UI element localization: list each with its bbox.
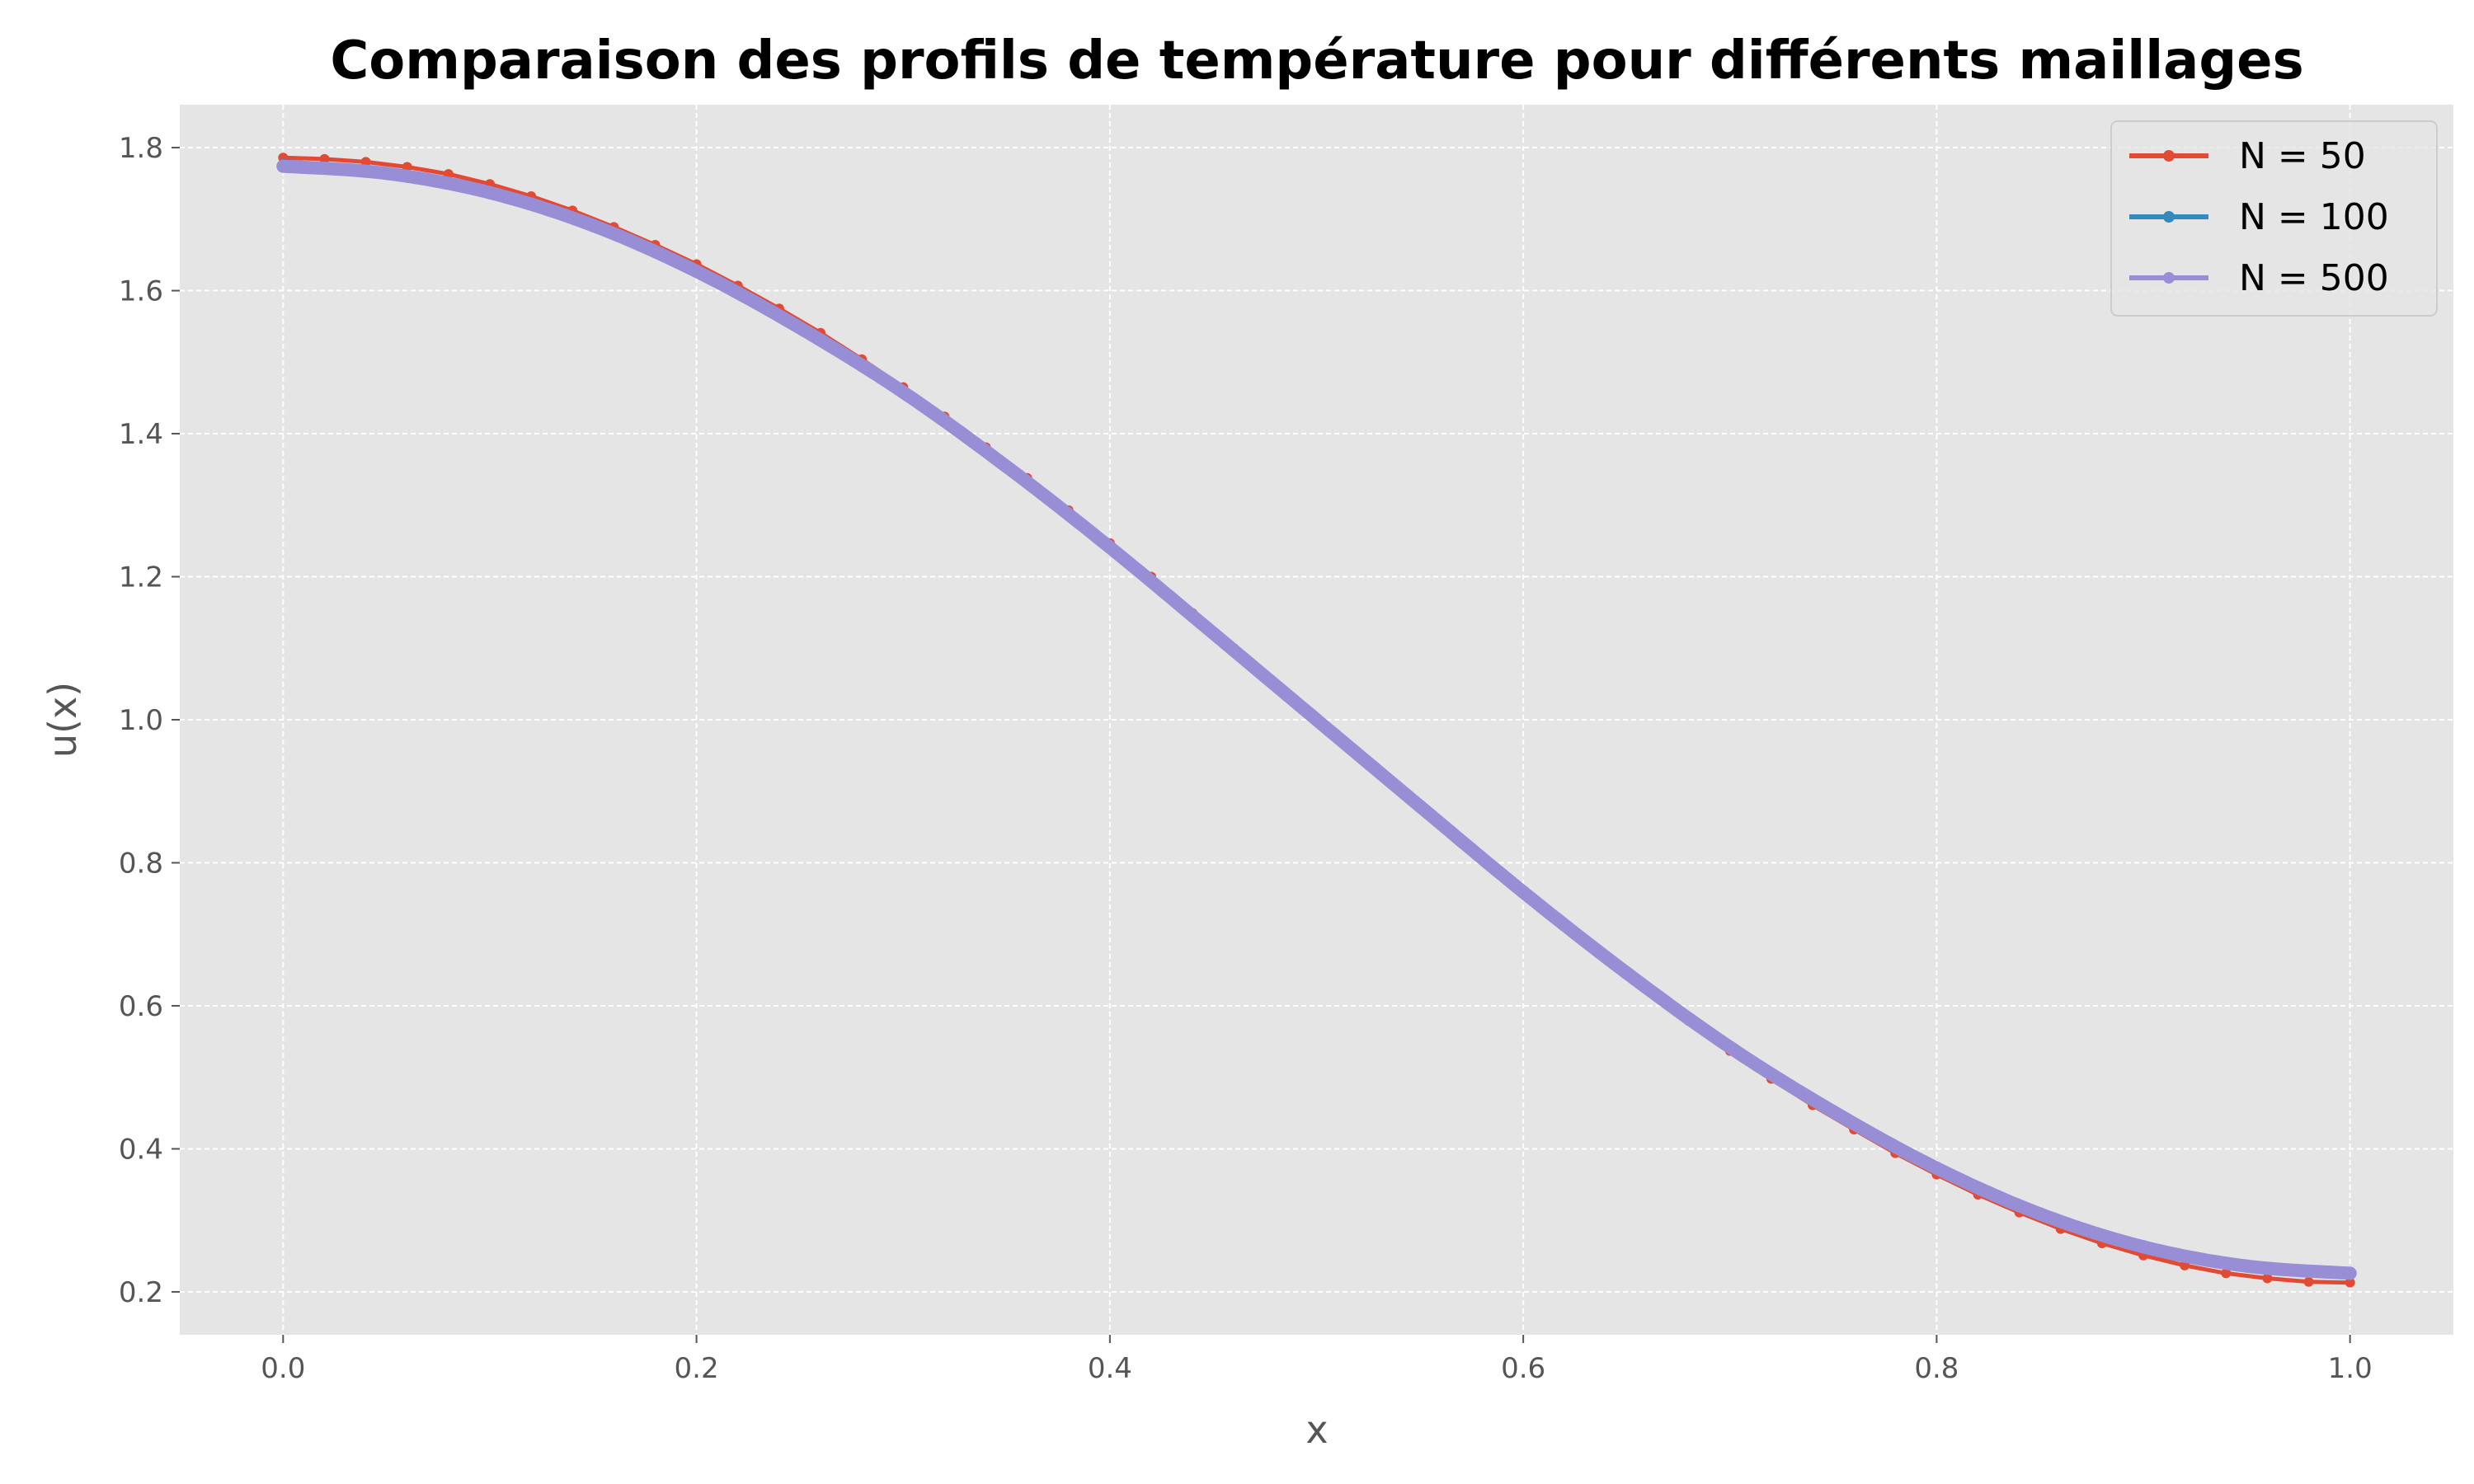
data-point [1103, 540, 1117, 554]
data-point [1206, 627, 1221, 641]
series-group [276, 153, 2357, 1288]
data-point [2240, 1259, 2254, 1273]
series-3 [276, 159, 2357, 1280]
data-point [1620, 966, 1634, 980]
data-point [379, 167, 393, 181]
y-tick-label: 1.2 [119, 561, 163, 594]
data-point [2221, 1268, 2232, 1279]
y-tick-label: 1.6 [119, 275, 163, 308]
legend-marker [2163, 272, 2175, 284]
y-tick-label: 0.2 [119, 1276, 163, 1309]
data-point [586, 218, 600, 232]
legend-label: N = 500 [2239, 257, 2389, 299]
legend-item: N = 100 [2129, 196, 2389, 238]
y-axis-label: u(x) [40, 682, 85, 758]
legend-label: N = 50 [2239, 135, 2366, 177]
x-tick-label: 1.0 [2328, 1352, 2373, 1385]
data-point [999, 459, 1014, 473]
x-tick-label: 0.2 [675, 1352, 719, 1385]
data-point [2343, 1266, 2357, 1280]
y-tick-label: 0.4 [119, 1133, 163, 1166]
data-point [2303, 1276, 2314, 1287]
legend-box [2110, 120, 2438, 317]
x-axis-label: x [1305, 1407, 1328, 1452]
x-tick-label: 0.6 [1501, 1352, 1545, 1385]
data-point [896, 385, 910, 399]
grid [180, 105, 2453, 1335]
x-tick-label: 0.8 [1914, 1352, 1959, 1385]
data-point [1827, 1105, 1841, 1119]
data-point [1930, 1161, 1944, 1175]
data-point [2033, 1207, 2047, 1221]
data-point [2262, 1273, 2273, 1284]
legend-item: N = 500 [2129, 257, 2389, 299]
data-point [276, 159, 290, 173]
x-tick-label: 0.0 [261, 1352, 305, 1385]
legend-marker [2163, 211, 2175, 223]
data-point [482, 186, 496, 200]
y-tick-label: 0.6 [119, 990, 163, 1023]
legend-marker [2163, 150, 2175, 162]
y-axis: 0.2 0.4 0.6 0.8 1.0 1.2 1.4 1.6 1.8 [119, 132, 180, 1309]
legend-item: N = 50 [2129, 135, 2366, 177]
y-tick-label: 0.8 [119, 847, 163, 880]
data-point [689, 265, 703, 279]
data-point [1413, 799, 1427, 813]
data-point [2137, 1240, 2151, 1254]
chart-title: Comparaison des profils de température p… [330, 31, 2303, 92]
legend: N = 50 N = 100 N = 500 [2110, 120, 2438, 317]
y-tick-label: 1.0 [119, 704, 163, 737]
x-tick-label: 0.4 [1088, 1352, 1132, 1385]
data-point [793, 321, 807, 335]
x-axis: 0.0 0.2 0.4 0.6 0.8 1.0 [261, 1335, 2373, 1385]
y-tick-label: 1.4 [119, 418, 163, 451]
data-point [1310, 713, 1324, 726]
legend-label: N = 100 [2239, 196, 2389, 238]
data-point [1517, 885, 1531, 899]
y-tick-label: 1.8 [119, 132, 163, 165]
data-point [1723, 1040, 1737, 1054]
data-point [2345, 1277, 2355, 1288]
data-point [319, 153, 330, 164]
